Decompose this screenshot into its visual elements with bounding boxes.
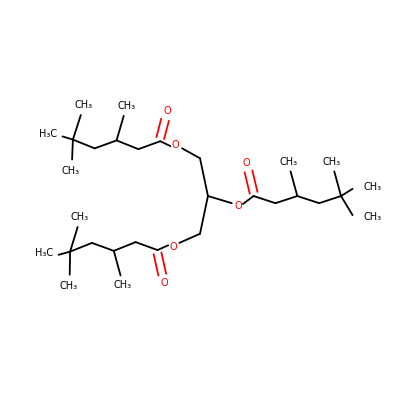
Text: H₃C: H₃C: [35, 248, 53, 258]
Text: O: O: [161, 278, 168, 288]
Text: CH₃: CH₃: [71, 212, 89, 222]
Text: O: O: [172, 140, 180, 150]
Text: CH₃: CH₃: [114, 280, 132, 290]
Text: O: O: [242, 158, 250, 168]
Text: CH₃: CH₃: [62, 166, 80, 176]
Text: CH₃: CH₃: [323, 157, 341, 167]
Text: O: O: [164, 106, 171, 116]
Text: CH₃: CH₃: [74, 100, 92, 110]
Text: CH₃: CH₃: [117, 101, 135, 111]
Text: CH₃: CH₃: [59, 281, 77, 291]
Text: CH₃: CH₃: [364, 212, 382, 222]
Text: CH₃: CH₃: [279, 157, 297, 167]
Text: O: O: [169, 242, 177, 252]
Text: CH₃: CH₃: [364, 182, 382, 192]
Text: H₃C: H₃C: [39, 130, 57, 140]
Text: O: O: [234, 201, 242, 211]
